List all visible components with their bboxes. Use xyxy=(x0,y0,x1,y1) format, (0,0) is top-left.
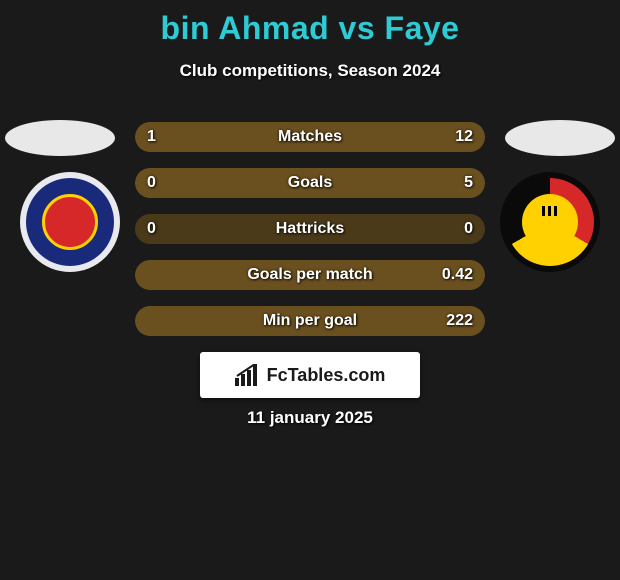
stat-label: Min per goal xyxy=(135,306,485,336)
branding-badge: FcTables.com xyxy=(200,352,420,398)
stat-value-right: 0.42 xyxy=(442,260,473,290)
stat-bar-matches: 1 Matches 12 xyxy=(135,122,485,152)
club-crest-right xyxy=(500,172,600,272)
subtitle: Club competitions, Season 2024 xyxy=(0,61,620,81)
branding-text: FcTables.com xyxy=(267,365,386,386)
stat-label: Hattricks xyxy=(135,214,485,244)
stat-bar-hattricks: 0 Hattricks 0 xyxy=(135,214,485,244)
stat-value-right: 12 xyxy=(455,122,473,152)
stat-label: Matches xyxy=(135,122,485,152)
stat-value-right: 0 xyxy=(464,214,473,244)
page-title: bin Ahmad vs Faye xyxy=(0,0,620,47)
stat-bar-gpm: Goals per match 0.42 xyxy=(135,260,485,290)
club-crest-left xyxy=(20,172,120,272)
player-right-oval xyxy=(505,120,615,156)
stat-bar-goals: 0 Goals 5 xyxy=(135,168,485,198)
bars-icon xyxy=(235,364,261,386)
date-label: 11 january 2025 xyxy=(0,408,620,428)
stat-label: Goals per match xyxy=(135,260,485,290)
player-left-oval xyxy=(5,120,115,156)
stat-bar-mpg: Min per goal 222 xyxy=(135,306,485,336)
stat-label: Goals xyxy=(135,168,485,198)
stat-value-right: 222 xyxy=(446,306,473,336)
stats-bars: 1 Matches 12 0 Goals 5 0 Hattricks 0 Goa… xyxy=(135,122,485,352)
stat-value-right: 5 xyxy=(464,168,473,198)
